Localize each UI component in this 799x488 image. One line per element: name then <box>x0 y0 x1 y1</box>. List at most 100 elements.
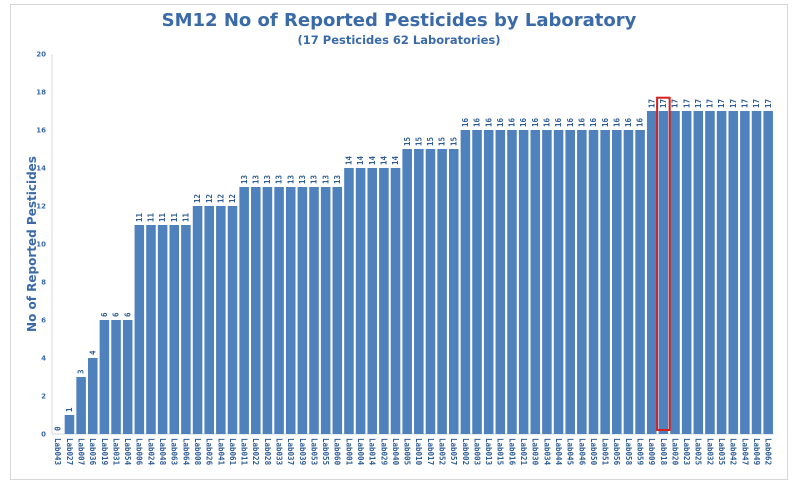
bar <box>367 168 378 434</box>
bar <box>169 225 180 434</box>
bar <box>518 130 529 434</box>
highlight-layer <box>656 96 671 431</box>
data-label: 16 <box>612 117 621 127</box>
bar <box>483 130 494 434</box>
x-tick-label: Lab057 <box>449 438 458 465</box>
bar <box>332 187 343 434</box>
x-tick-label: Lab039 <box>298 438 307 466</box>
bar <box>285 187 296 434</box>
data-label: 17 <box>659 99 668 108</box>
data-label: 15 <box>403 137 412 146</box>
bar <box>658 111 669 434</box>
bar <box>134 225 145 434</box>
data-label: 16 <box>566 117 575 127</box>
x-tick-label: Lab005 <box>403 438 412 465</box>
bar <box>716 111 727 434</box>
y-tick-label: 2 <box>41 393 46 401</box>
x-tick-label: Lab007 <box>77 438 86 465</box>
data-label: 17 <box>706 99 715 108</box>
x-tick-label: Lab059 <box>635 438 644 466</box>
data-label: 17 <box>752 99 761 108</box>
bar <box>705 111 715 434</box>
x-tick-label: Lab006 <box>135 438 144 466</box>
x-tick-label: Lab022 <box>251 438 260 465</box>
data-label: 16 <box>484 117 493 127</box>
x-axis-ticks: Lab043 Lab027 Lab007 Lab036 Lab019 Lab031 Lab0… <box>53 438 772 466</box>
bar <box>402 149 412 434</box>
data-label: 16 <box>636 117 645 127</box>
x-tick-label: Lab062 <box>764 438 773 465</box>
bar <box>297 187 308 434</box>
x-tick-label: Lab060 <box>333 438 342 466</box>
x-tick-label: Lab008 <box>193 438 202 466</box>
data-label: 4 <box>88 350 97 355</box>
data-label: 14 <box>345 155 354 165</box>
data-label: 12 <box>216 194 225 203</box>
data-label: 14 <box>356 155 365 165</box>
x-tick-label: Lab017 <box>426 438 435 465</box>
x-tick-label: Lab036 <box>88 438 97 466</box>
data-label: 11 <box>158 212 167 222</box>
data-label: 16 <box>461 117 470 127</box>
x-tick-label: Lab016 <box>507 438 516 466</box>
x-tick-label: Lab050 <box>589 438 598 466</box>
bar <box>425 149 436 434</box>
x-tick-label: Lab056 <box>612 438 621 466</box>
data-label: 17 <box>740 99 749 108</box>
bar <box>251 187 261 434</box>
bar <box>309 187 319 434</box>
data-label: 16 <box>624 117 633 127</box>
bar <box>216 206 226 434</box>
bar <box>344 168 354 434</box>
data-label: 15 <box>449 137 458 146</box>
x-tick-label: Lab021 <box>519 438 528 466</box>
bars <box>64 111 773 434</box>
x-tick-label: Lab042 <box>729 438 738 465</box>
bar <box>623 130 634 434</box>
bar <box>87 358 98 434</box>
y-tick-label: 16 <box>36 127 46 135</box>
data-label: 15 <box>414 137 423 146</box>
data-label: 11 <box>182 212 191 222</box>
y-tick-label: 0 <box>41 431 46 439</box>
bar <box>693 111 704 434</box>
y-tick-label: 6 <box>41 317 46 325</box>
data-label: 13 <box>275 174 284 184</box>
y-tick-label: 20 <box>36 51 46 59</box>
x-tick-label: Lab020 <box>670 438 679 466</box>
data-label: 16 <box>601 117 610 127</box>
data-label: 13 <box>310 174 319 184</box>
bar <box>740 111 750 434</box>
data-label: 12 <box>205 194 214 203</box>
data-label: 16 <box>496 117 505 127</box>
data-label: 15 <box>426 137 435 146</box>
bar <box>728 111 739 434</box>
highlight-box <box>656 96 671 431</box>
x-tick-label: Lab026 <box>205 438 214 466</box>
bar <box>274 187 284 434</box>
bar <box>414 149 424 434</box>
data-label: 6 <box>112 312 121 317</box>
bar <box>600 130 610 434</box>
data-label: 0 <box>53 426 62 431</box>
x-tick-label: Lab049 <box>752 438 761 466</box>
x-tick-label: Lab064 <box>181 438 190 466</box>
bar <box>99 320 110 434</box>
x-tick-label: Lab034 <box>542 438 551 466</box>
x-tick-label: Lab030 <box>531 438 540 466</box>
data-label: 12 <box>228 194 237 203</box>
bar <box>76 377 86 434</box>
data-label: 13 <box>251 174 260 184</box>
x-tick-label: Lab002 <box>461 438 470 465</box>
data-label: 16 <box>519 117 528 127</box>
x-tick-label: Lab032 <box>705 438 714 465</box>
bar <box>146 225 156 434</box>
x-tick-label: Lab043 <box>53 438 62 466</box>
x-tick-label: Lab013 <box>484 438 493 466</box>
bar <box>355 168 366 434</box>
x-tick-label: Lab010 <box>414 438 423 466</box>
y-tick-label: 14 <box>36 165 46 173</box>
x-tick-label: Lab045 <box>566 438 575 465</box>
